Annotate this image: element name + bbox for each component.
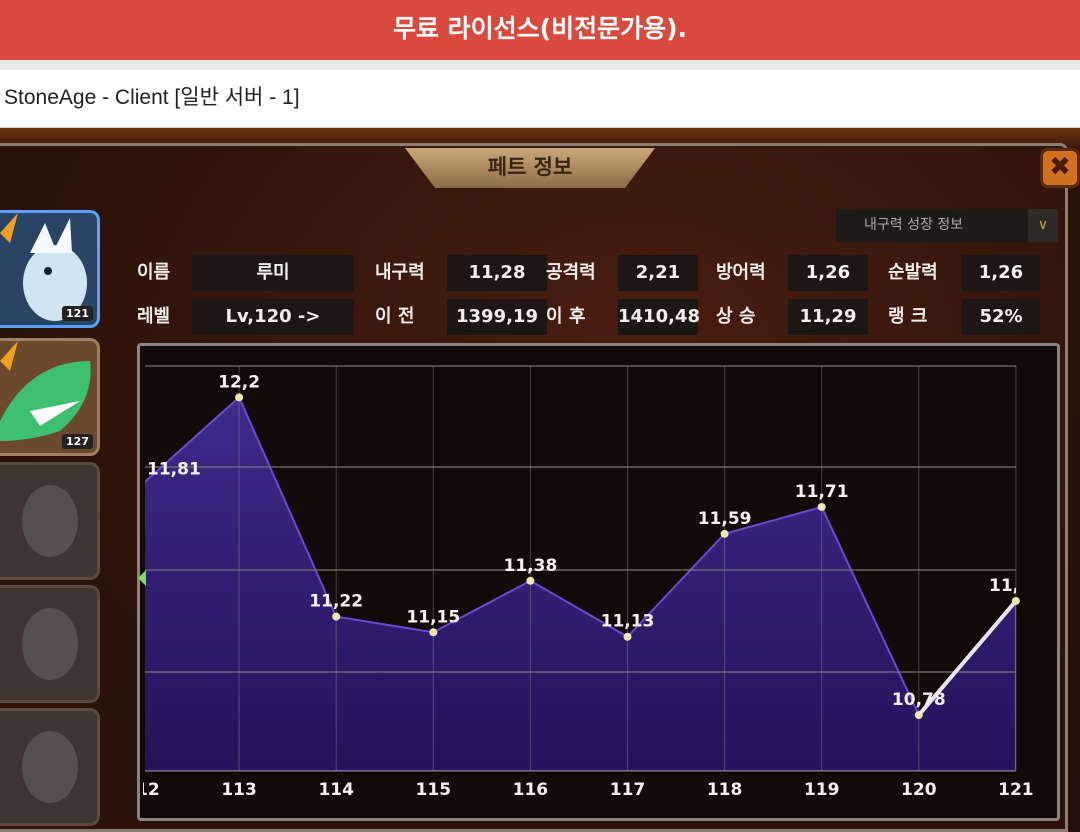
x-tick-label: 115: [416, 780, 452, 800]
x-tick-label: 119: [804, 780, 840, 800]
data-point: [429, 628, 438, 637]
x-tick-label: 120: [901, 780, 937, 800]
pet-slot-empty[interactable]: [0, 585, 100, 703]
stat-value: 11,28: [447, 255, 547, 291]
data-point: [720, 529, 729, 538]
pet-portrait-icon: [0, 213, 87, 321]
stat-label: 이 전: [375, 306, 415, 327]
stat-label: 내구력: [375, 262, 425, 283]
growth-info-dropdown[interactable]: 내구력 성장 정보 ∨: [836, 209, 1058, 242]
close-icon[interactable]: ✖: [1040, 148, 1080, 188]
pet-level: 127: [62, 434, 93, 449]
x-tick-label: 114: [318, 780, 354, 800]
window-title: StoneAge - Client [일반 서버 - 1]: [0, 70, 1080, 128]
x-tick-label: 121: [998, 780, 1034, 800]
stat-value: 1410,48: [618, 299, 700, 335]
stat-label: 공격력: [546, 262, 596, 283]
stat-value: 1,26: [962, 255, 1040, 291]
empty-egg-icon: [22, 731, 78, 803]
stat-label: 상 승: [716, 306, 756, 327]
data-label: 11,81: [147, 460, 201, 480]
divider: [0, 60, 1080, 70]
chevron-down-icon: ∨: [1028, 209, 1058, 242]
data-label: 11,13: [601, 612, 655, 632]
data-point: [914, 711, 923, 720]
stat-value: 1399,19: [447, 299, 547, 335]
pet-level: 121: [62, 306, 93, 321]
data-label: 11,71: [795, 482, 849, 502]
license-banner: 무료 라이선스(비전문가용).: [0, 0, 1080, 60]
stat-label: 이름: [137, 262, 171, 283]
x-tick-label: 113: [221, 780, 257, 800]
stat-label: 이 후: [546, 306, 586, 327]
stat-label: 순발력: [888, 262, 938, 283]
data-point: [235, 393, 244, 402]
stat-value: 11,29: [788, 299, 868, 335]
highlight-segment: [917, 599, 1018, 717]
pet-slot-1[interactable]: 121: [0, 210, 100, 328]
stat-value: 1,26: [788, 255, 868, 291]
stat-value: 2,21: [618, 255, 698, 291]
pet-slot-empty[interactable]: [0, 708, 100, 826]
scroll-left-arrow-icon: [138, 570, 146, 586]
plot-area: [145, 395, 1016, 771]
data-label: 11,38: [504, 556, 558, 576]
data-point: [526, 576, 535, 585]
pet-slot-empty[interactable]: [0, 462, 100, 580]
area-series: [145, 395, 1016, 771]
data-label: 11,29: [989, 576, 1043, 596]
empty-egg-icon: [22, 608, 78, 680]
data-point: [817, 502, 826, 511]
x-tick-label: 112: [124, 780, 160, 800]
data-point: [623, 632, 632, 641]
data-label: 11,22: [309, 592, 363, 612]
stat-label: 방어력: [716, 262, 766, 283]
x-tick-label: 118: [707, 780, 743, 800]
x-tick-label: 117: [610, 780, 646, 800]
stat-value: 루미: [192, 255, 354, 291]
data-label: 12,2: [218, 372, 260, 392]
data-label: 11,15: [406, 607, 460, 627]
stat-label: 랭 크: [888, 306, 928, 327]
stat-label: 레벨: [137, 306, 171, 327]
data-label: 11,59: [698, 509, 752, 529]
data-point: [1011, 596, 1020, 605]
data-label: 10,78: [892, 690, 946, 710]
panel-title: 페트 정보: [405, 148, 655, 188]
empty-egg-icon: [22, 485, 78, 557]
stat-value: 52%: [962, 299, 1040, 335]
x-tick-label: 116: [513, 780, 549, 800]
pet-portrait-icon: [0, 341, 91, 441]
data-point: [332, 612, 341, 621]
dropdown-value: 내구력 성장 정보: [864, 217, 964, 233]
pet-slot-2[interactable]: 127: [0, 338, 100, 456]
